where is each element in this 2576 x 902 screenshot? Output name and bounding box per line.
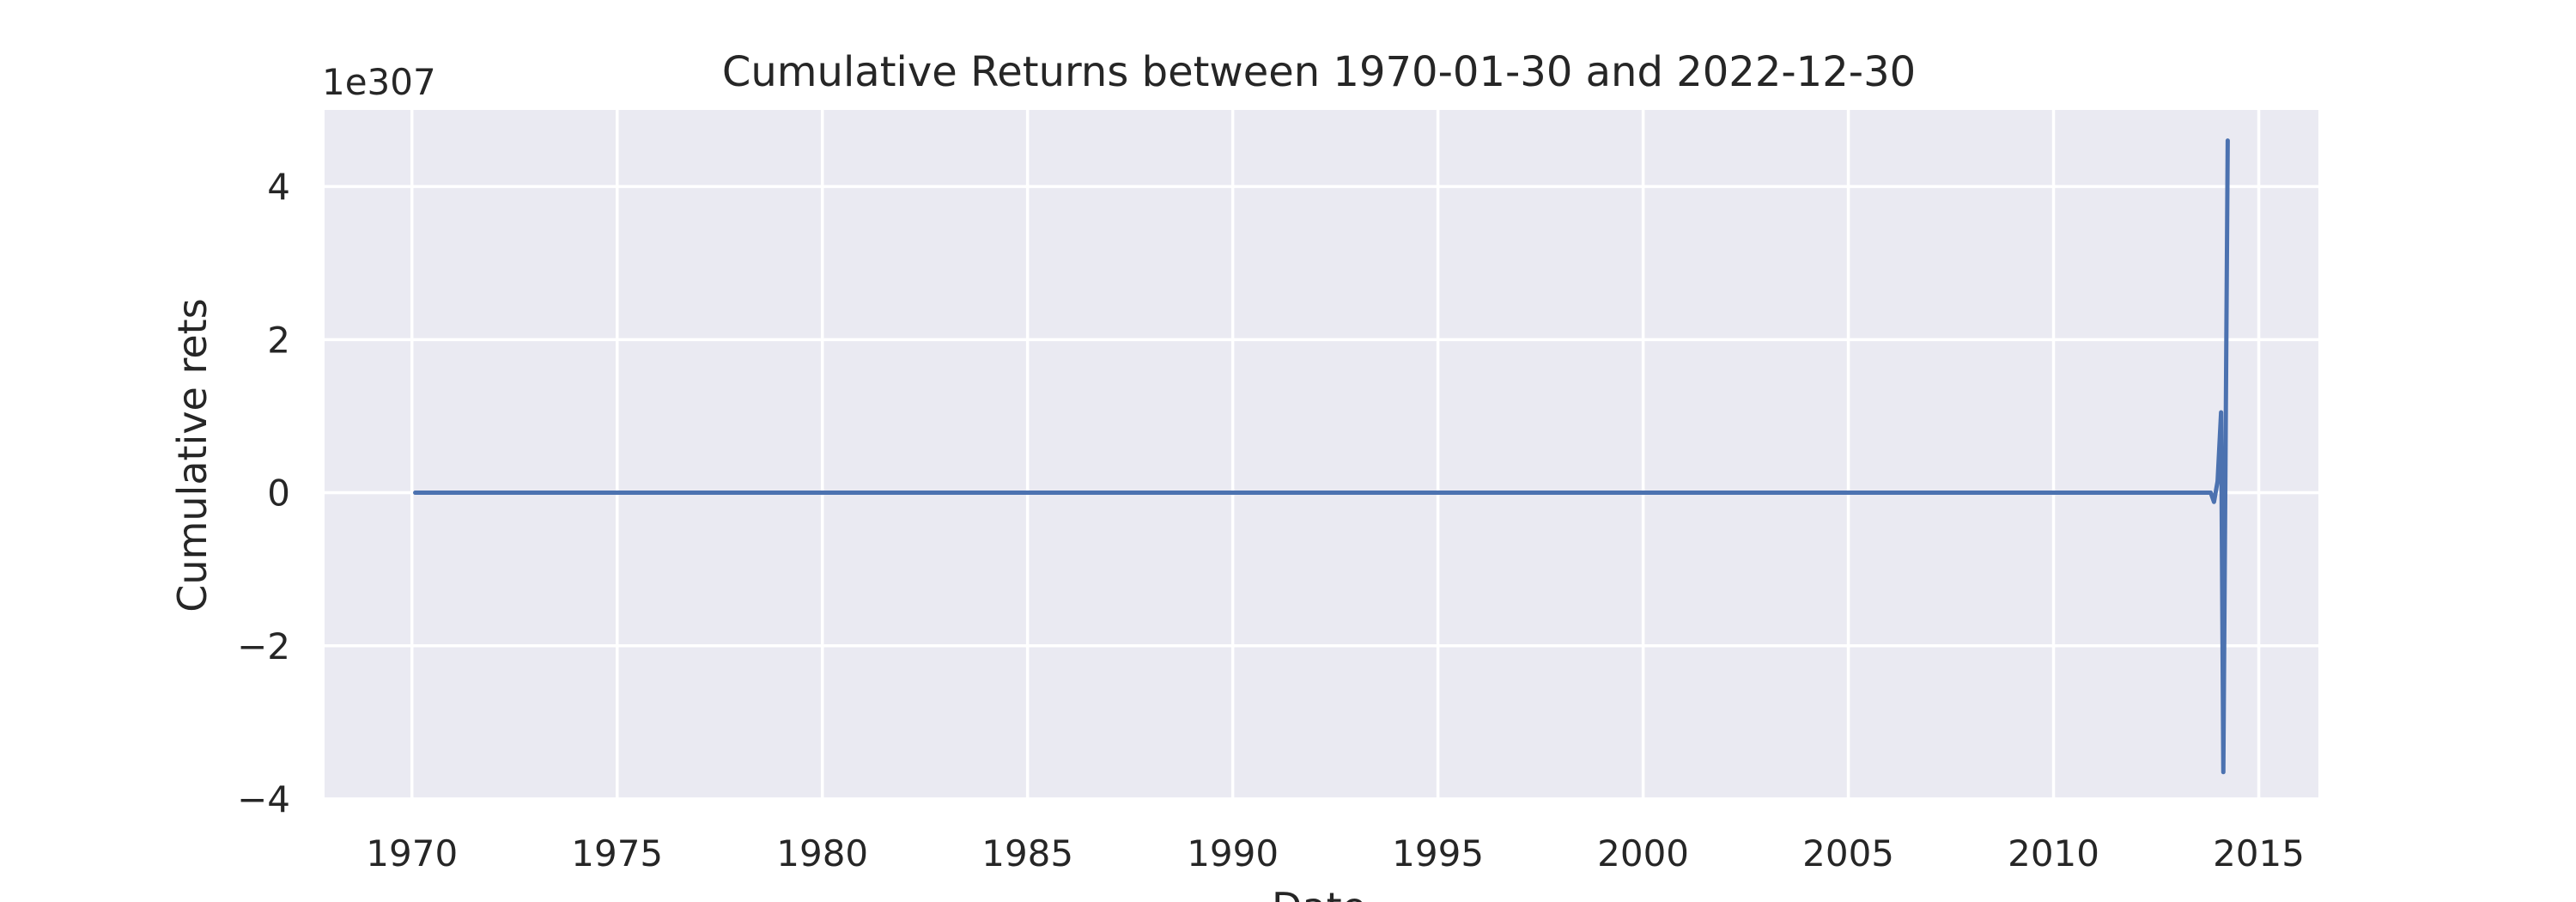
x-tick-label: 2000 [1597, 832, 1689, 875]
x-tick-label: 2005 [1802, 832, 1894, 875]
x-tick-label: 2010 [2008, 832, 2099, 875]
x-tick-label: 1990 [1187, 832, 1279, 875]
x-axis-label: Date [1272, 884, 1366, 902]
x-gridlines [410, 110, 2261, 799]
x-tick-label: 2015 [2213, 832, 2305, 875]
y-offset-label: 1e307 [322, 61, 436, 103]
y-tick-label: −2 [237, 625, 290, 667]
chart-title: Cumulative Returns between 1970-01-30 an… [722, 48, 1916, 96]
y-tick-label: 0 [267, 472, 290, 515]
y-tick-label: 2 [267, 319, 290, 361]
y-tick-labels: −4 −2 0 2 4 [237, 166, 290, 820]
y-tick-label: 4 [267, 166, 290, 208]
x-tick-label: 1985 [981, 832, 1073, 875]
y-tick-label: −4 [237, 778, 290, 820]
x-tick-labels: 1970 1975 1980 1985 1990 1995 2000 2005 2010 2015 [366, 832, 2305, 875]
x-tick-label: 1975 [571, 832, 663, 875]
x-tick-label: 1970 [366, 832, 458, 875]
x-tick-label: 1995 [1392, 832, 1484, 875]
series-line [413, 138, 2230, 775]
y-axis-label: Cumulative rets [169, 298, 216, 612]
plot-area [325, 110, 2318, 799]
x-tick-label: 1980 [776, 832, 868, 875]
series-layer [413, 138, 2230, 775]
